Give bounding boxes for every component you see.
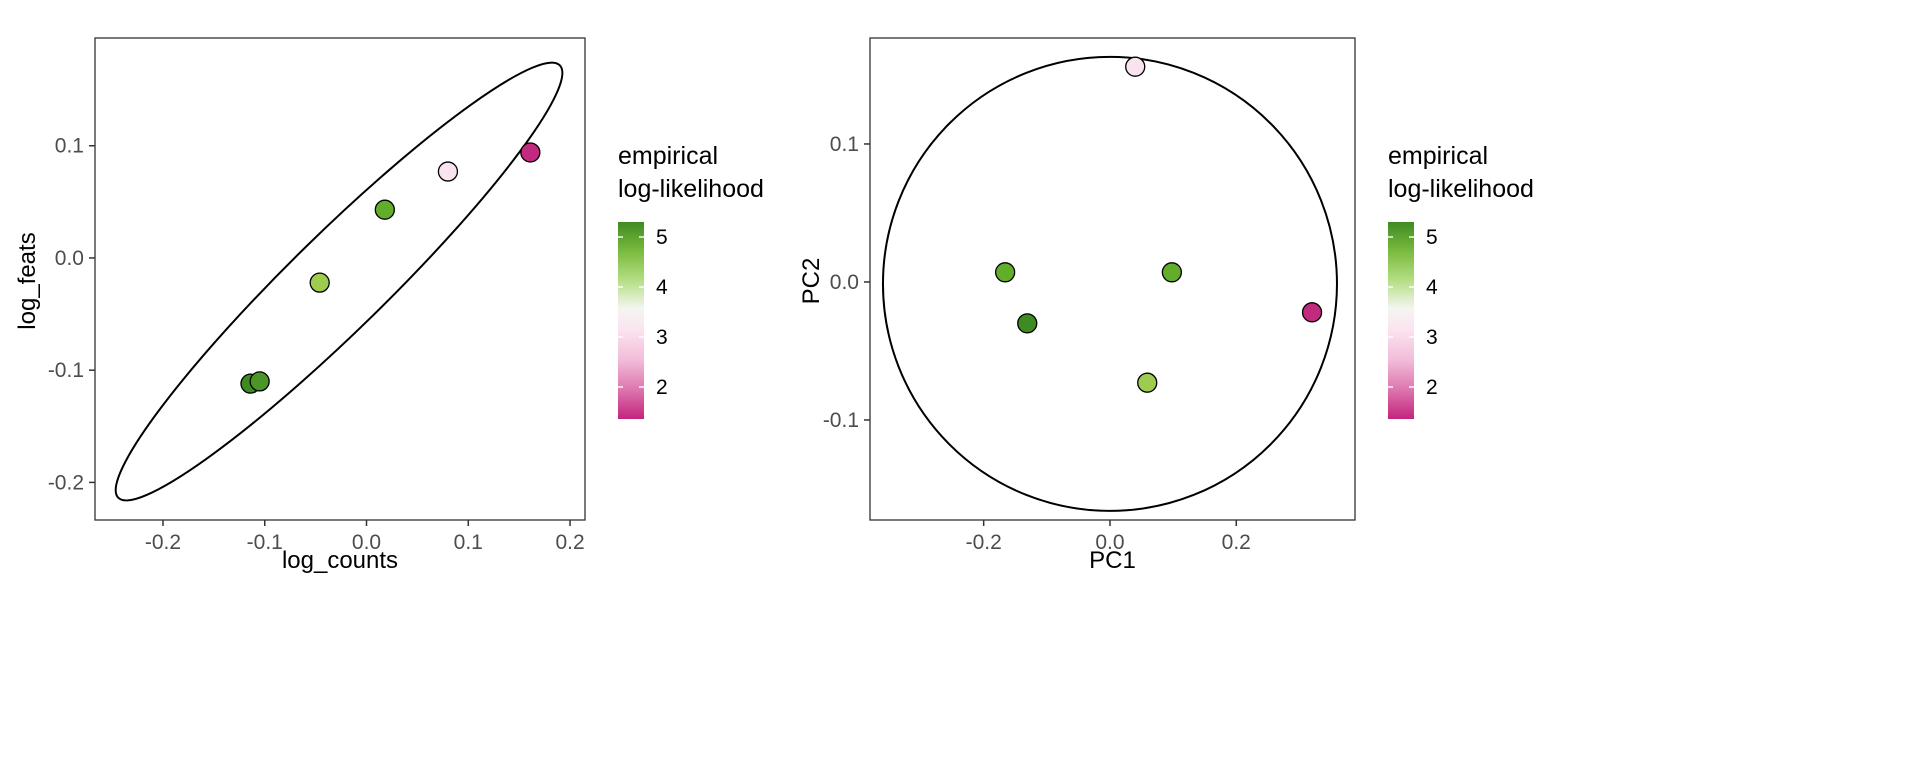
y-tick-label: -0.1 <box>48 359 84 382</box>
data-point <box>1301 302 1323 323</box>
confidence-ellipse <box>881 55 1338 512</box>
data-point <box>1017 313 1038 334</box>
chart-1: -0.2 0.0 0.2 0.1 0.0 -0.1 5 4 3 2 <box>823 37 1438 554</box>
right-legend-title-line1: empirical <box>1388 142 1489 170</box>
x-tick-label: -0.1 <box>247 531 283 554</box>
x-tick-label: 0.2 <box>1222 531 1251 554</box>
x-tick-label: -0.2 <box>145 531 181 554</box>
right-xaxis-title: PC1 <box>1089 547 1136 574</box>
y-tick-label: 0.1 <box>55 135 84 158</box>
x-tick-label: 0.2 <box>555 531 584 554</box>
legend-tick-label: 4 <box>1426 276 1438 299</box>
data-point <box>309 272 330 293</box>
y-tick-label: -0.1 <box>823 409 859 432</box>
data-point <box>374 199 395 220</box>
data-point <box>437 161 459 182</box>
right-yaxis-title: PC2 <box>798 257 825 305</box>
legend-tick-label: 5 <box>656 226 668 249</box>
ellipse-group <box>114 61 564 502</box>
data-point <box>520 142 541 163</box>
y-tick-label: 0.0 <box>830 271 859 294</box>
x-tick-label: 0.1 <box>454 531 483 554</box>
legend-tick-label: 3 <box>656 326 668 349</box>
left-xaxis-title: log_counts <box>281 547 399 574</box>
legend-tick-label: 3 <box>1426 326 1438 349</box>
left-legend-title: empirical log-likelihood <box>618 140 764 206</box>
legend-colorbar <box>618 222 644 419</box>
right-legend-title: empirical log-likelihood <box>1388 140 1534 206</box>
ellipse-group <box>881 55 1338 512</box>
data-point <box>249 371 270 392</box>
confidence-ellipse <box>114 61 564 502</box>
y-tick-label: 0.1 <box>830 133 859 156</box>
left-yaxis-title: log_feats <box>14 232 41 330</box>
legend-tick-label: 5 <box>1426 226 1438 249</box>
x-tick-label: 0.0 <box>1095 531 1124 554</box>
y-tick-label: 0.0 <box>55 247 84 270</box>
y-tick-label: -0.2 <box>48 471 84 494</box>
plot-panel <box>94 37 586 521</box>
data-point <box>1161 262 1183 283</box>
left-legend-title-line1: empirical <box>618 142 719 170</box>
plot-panel <box>869 37 1356 521</box>
x-tick-label: 0.0 <box>352 531 381 554</box>
legend-tick-label: 2 <box>1426 376 1438 399</box>
data-point <box>1125 56 1146 77</box>
chart-0: -0.2 -0.1 0.0 0.1 0.2 0.1 0.0 -0.1 -0.2 5 4 3 2 <box>48 37 668 554</box>
right-legend-title-line2: log-likelihood <box>1388 175 1534 203</box>
legend-colorbar <box>1388 222 1414 419</box>
legend-tick-label: 4 <box>656 276 668 299</box>
data-point <box>994 262 1016 283</box>
legend-tick-label: 2 <box>656 376 668 399</box>
x-tick-label: -0.2 <box>966 531 1002 554</box>
left-legend-title-line2: log-likelihood <box>618 175 764 203</box>
data-point <box>1137 372 1158 393</box>
